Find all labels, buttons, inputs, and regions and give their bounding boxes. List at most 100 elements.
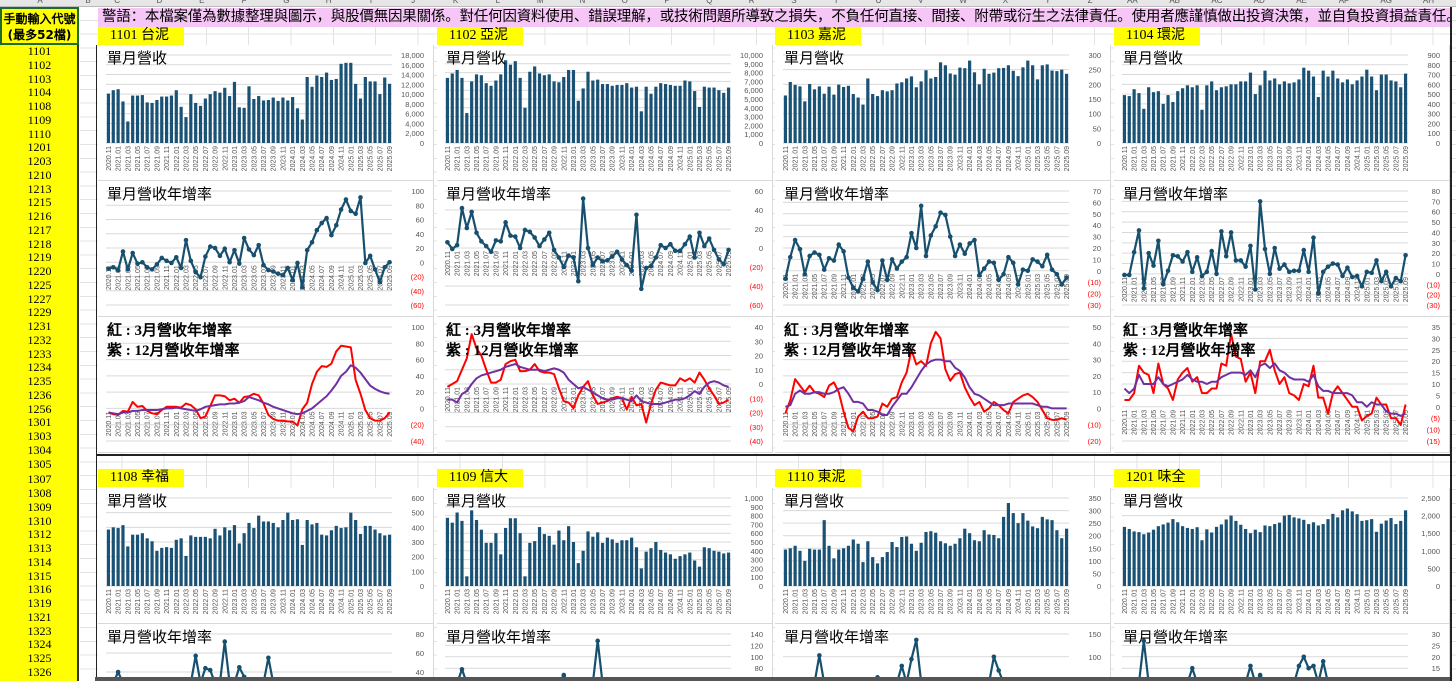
revenue-bar[interactable] (934, 532, 938, 586)
revenue-bar[interactable] (992, 72, 996, 143)
revenue-bar[interactable] (116, 89, 120, 143)
growth-point[interactable] (677, 248, 683, 254)
growth-point[interactable] (125, 267, 131, 272)
growth-point[interactable] (1040, 263, 1045, 269)
column-letter[interactable]: AH (1422, 0, 1434, 5)
revenue-bar[interactable] (228, 530, 232, 586)
revenue-bar[interactable] (237, 543, 241, 586)
revenue-bar[interactable] (1389, 80, 1393, 143)
revenue-bar[interactable] (1045, 519, 1049, 586)
code-cell[interactable]: 1225 (27, 277, 52, 292)
growth-point[interactable] (899, 259, 905, 264)
revenue-bar[interactable] (387, 83, 392, 143)
growth-point[interactable] (1160, 281, 1166, 287)
growth-point[interactable] (1253, 287, 1258, 292)
revenue-bar[interactable] (174, 90, 178, 143)
growth-point[interactable] (1035, 259, 1040, 264)
growth-point[interactable] (512, 234, 518, 239)
revenue-bar[interactable] (977, 541, 981, 586)
revenue-bar[interactable] (625, 540, 629, 586)
growth-point[interactable] (140, 259, 145, 265)
revenue-bar[interactable] (470, 81, 474, 143)
growth-point[interactable] (1311, 663, 1316, 669)
revenue-bar[interactable] (320, 77, 324, 143)
revenue-bar[interactable] (663, 552, 668, 586)
growth-point[interactable] (923, 253, 929, 259)
growth-point[interactable] (246, 247, 252, 252)
revenue-bar[interactable] (266, 521, 270, 586)
revenue-bar[interactable] (958, 67, 962, 143)
revenue-bar[interactable] (1011, 70, 1015, 143)
growth-point[interactable] (1054, 271, 1060, 277)
revenue-bar[interactable] (1156, 91, 1160, 143)
revenue-bar[interactable] (203, 536, 207, 586)
revenue-bar[interactable] (1161, 524, 1165, 586)
column-letter[interactable]: AA (1127, 0, 1138, 5)
revenue-bar[interactable] (1282, 515, 1286, 586)
revenue-bar[interactable] (1331, 513, 1335, 586)
revenue-bar[interactable] (547, 535, 551, 586)
revenue-bar[interactable] (445, 77, 450, 143)
growth-point[interactable] (1364, 269, 1370, 275)
growth-point[interactable] (1223, 253, 1229, 259)
column-letter[interactable]: S (791, 0, 797, 5)
growth-point[interactable] (314, 227, 320, 233)
revenue-bar[interactable] (958, 538, 962, 586)
revenue-bar[interactable] (919, 81, 923, 143)
revenue-bar[interactable] (1137, 532, 1141, 586)
growth-point[interactable] (595, 638, 600, 644)
growth-point[interactable] (1233, 258, 1239, 263)
revenue-bar[interactable] (683, 80, 687, 143)
column-letter[interactable]: X (1002, 0, 1009, 5)
growth-point[interactable] (1388, 284, 1394, 289)
revenue-bar[interactable] (1064, 73, 1069, 143)
revenue-bar[interactable] (310, 86, 314, 143)
column-letter[interactable]: O (621, 0, 628, 5)
revenue-bar[interactable] (562, 540, 566, 586)
revenue-bar[interactable] (963, 528, 967, 586)
revenue-bar[interactable] (1219, 87, 1223, 143)
growth-point[interactable] (1064, 275, 1069, 280)
growth-point[interactable] (914, 637, 919, 643)
revenue-bar[interactable] (1001, 516, 1006, 586)
growth-point[interactable] (338, 207, 344, 212)
revenue-bar[interactable] (261, 100, 266, 143)
revenue-bar[interactable] (533, 66, 537, 143)
growth-point[interactable] (1379, 278, 1384, 284)
revenue-bar[interactable] (150, 541, 154, 586)
red-3m-growth-line[interactable] (1124, 332, 1407, 427)
revenue-bar[interactable] (232, 525, 237, 586)
revenue-bar[interactable] (1263, 70, 1267, 143)
growth-point[interactable] (135, 261, 140, 266)
growth-point[interactable] (532, 235, 537, 240)
revenue-bar[interactable] (164, 96, 169, 143)
revenue-bar[interactable] (673, 85, 677, 143)
revenue-bar[interactable] (919, 542, 923, 586)
revenue-bar[interactable] (1214, 526, 1219, 586)
code-cell[interactable]: 1108 (27, 99, 52, 113)
column-letter[interactable]: P (664, 0, 670, 5)
growth-point[interactable] (1325, 264, 1331, 269)
revenue-bar[interactable] (702, 547, 706, 586)
growth-point[interactable] (1243, 264, 1248, 269)
revenue-bar[interactable] (895, 547, 899, 586)
growth-point[interactable] (802, 271, 808, 277)
code-cell[interactable]: 1305 (27, 456, 52, 471)
revenue-bar[interactable] (470, 510, 474, 586)
growth-point[interactable] (1393, 275, 1399, 281)
growth-point[interactable] (280, 272, 286, 278)
revenue-bar[interactable] (851, 539, 855, 586)
revenue-bar[interactable] (1316, 525, 1320, 586)
revenue-bar[interactable] (460, 77, 464, 143)
growth-point[interactable] (304, 247, 310, 253)
code-cell[interactable]: 1309 (27, 499, 52, 514)
revenue-bar[interactable] (1016, 76, 1020, 143)
growth-point[interactable] (894, 266, 900, 271)
revenue-bar[interactable] (1147, 87, 1151, 143)
growth-point[interactable] (787, 254, 793, 260)
revenue-bar[interactable] (198, 536, 203, 586)
revenue-bar[interactable] (131, 534, 135, 586)
revenue-bar[interactable] (518, 533, 522, 586)
revenue-bar[interactable] (856, 543, 860, 586)
growth-point[interactable] (270, 269, 276, 274)
